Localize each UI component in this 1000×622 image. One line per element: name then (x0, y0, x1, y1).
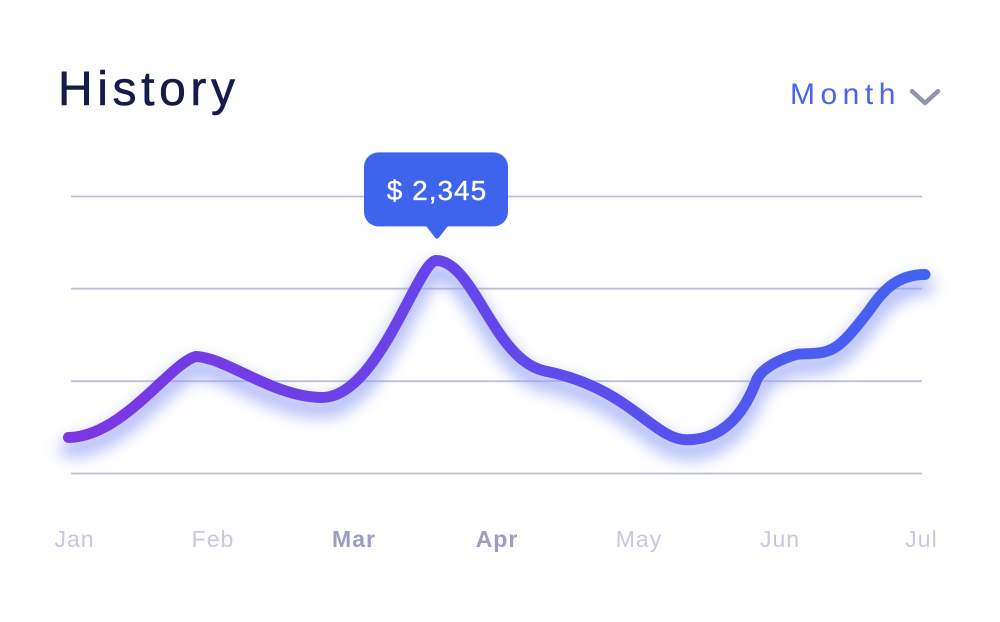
svg-text:$ 2,345: $ 2,345 (387, 175, 487, 206)
